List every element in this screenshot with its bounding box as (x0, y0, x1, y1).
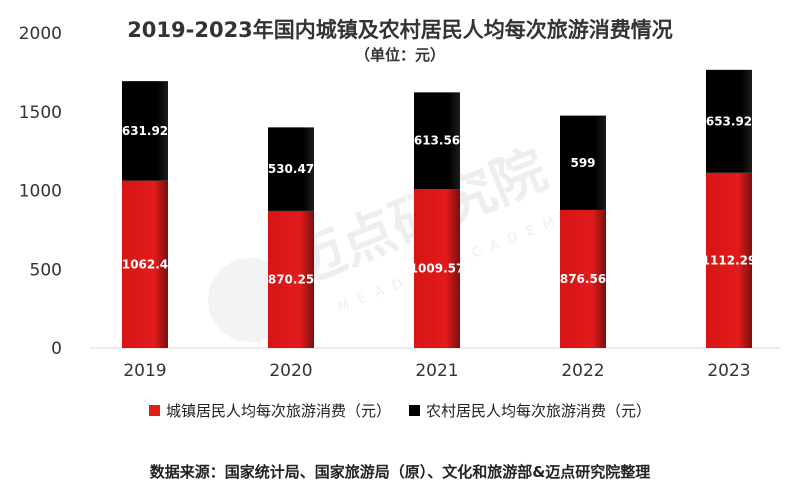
legend-swatch-rural (409, 405, 420, 416)
legend-label-urban: 城镇居民人均每次旅游消费（元） (165, 402, 391, 420)
x-tick-label: 2022 (561, 361, 604, 381)
bar-urban-2021 (414, 188, 460, 348)
x-tick-label: 2021 (415, 361, 458, 381)
data-label: 613.56 (414, 134, 460, 148)
data-label: 599 (570, 156, 595, 170)
bar-rural-2019 (122, 81, 168, 181)
bar-rural-2020 (268, 127, 314, 211)
bar-rural-2023 (706, 69, 752, 173)
legend-item-rural: 农村居民人均每次旅游消费（元） (409, 400, 651, 421)
source-note: 数据来源：国家统计局、国家旅游局（原）、文化和旅游部&迈点研究院整理 (149, 463, 651, 481)
y-tick-label: 1000 (19, 182, 62, 202)
data-label: 1062.4 (122, 257, 168, 271)
x-axis: 2019 2020 2021 2022 2023 (123, 361, 750, 381)
data-label: 530.47 (268, 162, 314, 176)
data-label: 1009.57 (410, 261, 465, 275)
data-label: 653.92 (706, 114, 752, 128)
bar-rural-2022 (560, 115, 606, 210)
y-tick-label: 500 (30, 260, 62, 280)
bar-urban-2020 (268, 210, 314, 348)
y-tick-label: 1500 (19, 103, 62, 123)
data-label: 1112.29 (702, 253, 757, 267)
y-tick-label: 2000 (19, 24, 62, 44)
x-tick-label: 2019 (123, 361, 166, 381)
bar-rural-2021 (414, 92, 460, 189)
bar-group: 1062.4 631.92 870.25 530.47 1009.57 613.56 876… (122, 69, 757, 348)
legend: 城镇居民人均每次旅游消费（元） 农村居民人均每次旅游消费（元） (0, 400, 800, 421)
chart-title: 2019-2023年国内城镇及农村居民人均每次旅游消费情况 (127, 18, 673, 42)
watermark-logo: 迈点研究院 MEADIN ACADEMY (208, 137, 583, 342)
x-tick-label: 2023 (707, 361, 750, 381)
bar-urban-2022 (560, 209, 606, 348)
y-tick-label: 0 (51, 339, 62, 359)
data-label: 870.25 (268, 272, 314, 286)
legend-item-urban: 城镇居民人均每次旅游消费（元） (148, 400, 391, 421)
chart-subtitle: （单位：元） (354, 46, 445, 64)
legend-label-rural: 农村居民人均每次旅游消费（元） (426, 402, 652, 420)
data-label: 631.92 (122, 124, 168, 138)
data-label: 876.56 (560, 272, 606, 286)
legend-swatch-urban (148, 405, 160, 416)
bar-urban-2019 (122, 180, 168, 348)
x-tick-label: 2020 (269, 361, 312, 381)
bar-urban-2023 (706, 172, 752, 348)
y-axis: 0 500 1000 1500 2000 (19, 24, 62, 359)
